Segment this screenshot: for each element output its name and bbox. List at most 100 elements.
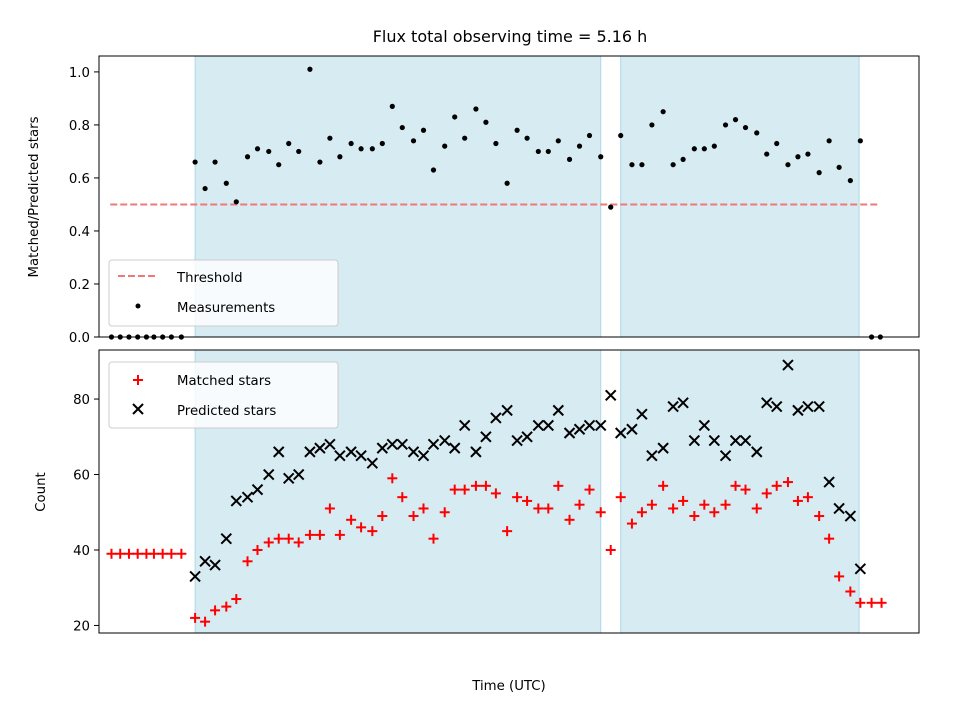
- predicted-star-point: [739, 434, 752, 447]
- matched-star-point: [876, 597, 887, 608]
- matched-star-point: [418, 503, 429, 514]
- predicted-star-point: [688, 434, 701, 447]
- predicted-star-point: [521, 431, 533, 443]
- predicted-star-point: [449, 442, 461, 454]
- measurement-point: [545, 148, 551, 155]
- measurement-point: [389, 103, 395, 109]
- matched-star-point: [263, 537, 274, 548]
- matched-star-point: [574, 499, 585, 510]
- predicted-star-point: [626, 423, 638, 435]
- matched-star-point: [761, 488, 772, 499]
- matched-star-point: [293, 537, 304, 548]
- predicted-star-point: [667, 400, 679, 413]
- predicted-star-point: [334, 449, 346, 462]
- predicted-star-point: [532, 419, 545, 432]
- matched-star-point: [553, 480, 564, 491]
- predicted-star-point: [854, 563, 867, 575]
- predicted-legend-label: Predicted stars: [177, 404, 276, 419]
- matched-star-point: [584, 484, 595, 495]
- count-y-tick-label: 60: [73, 469, 90, 484]
- predicted-star-point: [761, 397, 773, 409]
- predicted-star-point: [230, 495, 242, 507]
- matched-star-point: [771, 480, 782, 491]
- measurement-point: [566, 156, 573, 162]
- measurement-point: [348, 140, 354, 147]
- measurement-point: [244, 154, 251, 160]
- predicted-star-point: [427, 438, 440, 451]
- ratio-panel-frame: [98, 55, 920, 338]
- predicted-star-point: [844, 510, 857, 522]
- measurement-point: [795, 154, 801, 160]
- matched-star-point: [751, 503, 762, 514]
- measurement-point: [430, 167, 437, 173]
- matched-star-point: [824, 533, 835, 544]
- ratio-y-tick-label: 0.2: [69, 278, 90, 293]
- predicted-star-point: [501, 404, 513, 417]
- matched-star-point: [283, 533, 294, 544]
- measurement-point: [212, 159, 218, 165]
- ratio-y-axis-label: Matched/Predicted stars: [27, 116, 42, 277]
- matched-star-point: [123, 548, 134, 559]
- predicted-star-point: [283, 472, 295, 485]
- predicted-star-point: [833, 502, 845, 515]
- measurements-legend-swatch: [135, 303, 141, 309]
- ratio-y-tick-label: 0.0: [69, 331, 90, 346]
- matched-star-point: [200, 616, 211, 627]
- matched-star-point: [314, 529, 325, 540]
- predicted-star-point: [802, 400, 814, 413]
- ratio-y-tick-label: 0.4: [69, 225, 90, 240]
- matched-star-point: [449, 484, 460, 495]
- measurement-point: [514, 127, 520, 133]
- measurement-point: [722, 122, 729, 128]
- measurements-legend-label: Measurements: [177, 301, 275, 316]
- matched-star-point: [273, 533, 284, 544]
- measurement-point: [711, 143, 717, 149]
- predicted-star-point: [251, 483, 264, 496]
- matched-star-point: [324, 503, 335, 514]
- predicted-star-point: [823, 476, 835, 488]
- measurement-point: [774, 140, 780, 147]
- matched-star-point: [397, 492, 408, 503]
- matched-star-point: [646, 499, 657, 510]
- predicted-star-point: [220, 532, 233, 545]
- measurement-point: [358, 146, 364, 152]
- predicted-star-point: [677, 397, 689, 409]
- matched-star-point: [148, 548, 159, 559]
- matched-star-point: [834, 571, 845, 582]
- matched-star-point: [115, 548, 126, 559]
- matched-star-point: [802, 492, 813, 503]
- predicted-star-point: [751, 446, 763, 458]
- measurement-point: [524, 135, 530, 141]
- measurement-point: [420, 127, 427, 133]
- predicted-star-point: [563, 427, 576, 439]
- predicted-star-point: [292, 468, 305, 481]
- ratio-legend-box: [108, 259, 339, 327]
- predicted-star-point: [189, 570, 201, 583]
- matched-star-point: [658, 480, 669, 491]
- measurement-point: [618, 132, 624, 139]
- matched-star-point: [408, 511, 419, 522]
- predicted-star-point: [439, 434, 451, 447]
- measurement-point: [493, 140, 499, 147]
- predicted-star-point: [729, 434, 742, 447]
- measurement-point: [598, 154, 604, 160]
- matched-star-point: [190, 612, 201, 623]
- matched-star-point: [210, 605, 221, 616]
- measurement-point: [816, 170, 822, 176]
- predicted-stars-points: [189, 359, 867, 583]
- predicted-star-point: [698, 419, 711, 432]
- matched-star-point: [490, 488, 501, 499]
- matched-star-point: [730, 480, 741, 491]
- matched-star-point: [615, 492, 626, 503]
- predicted-star-point: [386, 438, 399, 451]
- measurement-point: [639, 162, 645, 168]
- matched-star-point: [334, 529, 345, 540]
- predicted-star-point: [605, 389, 617, 401]
- count-y-axis-label: Count: [34, 472, 49, 512]
- predicted-star-point: [480, 431, 492, 443]
- predicted-star-point: [636, 408, 648, 420]
- matched-star-point: [605, 544, 616, 555]
- matched-star-point: [699, 499, 710, 510]
- measurement-point: [691, 146, 697, 152]
- predicted-star-point: [407, 446, 420, 458]
